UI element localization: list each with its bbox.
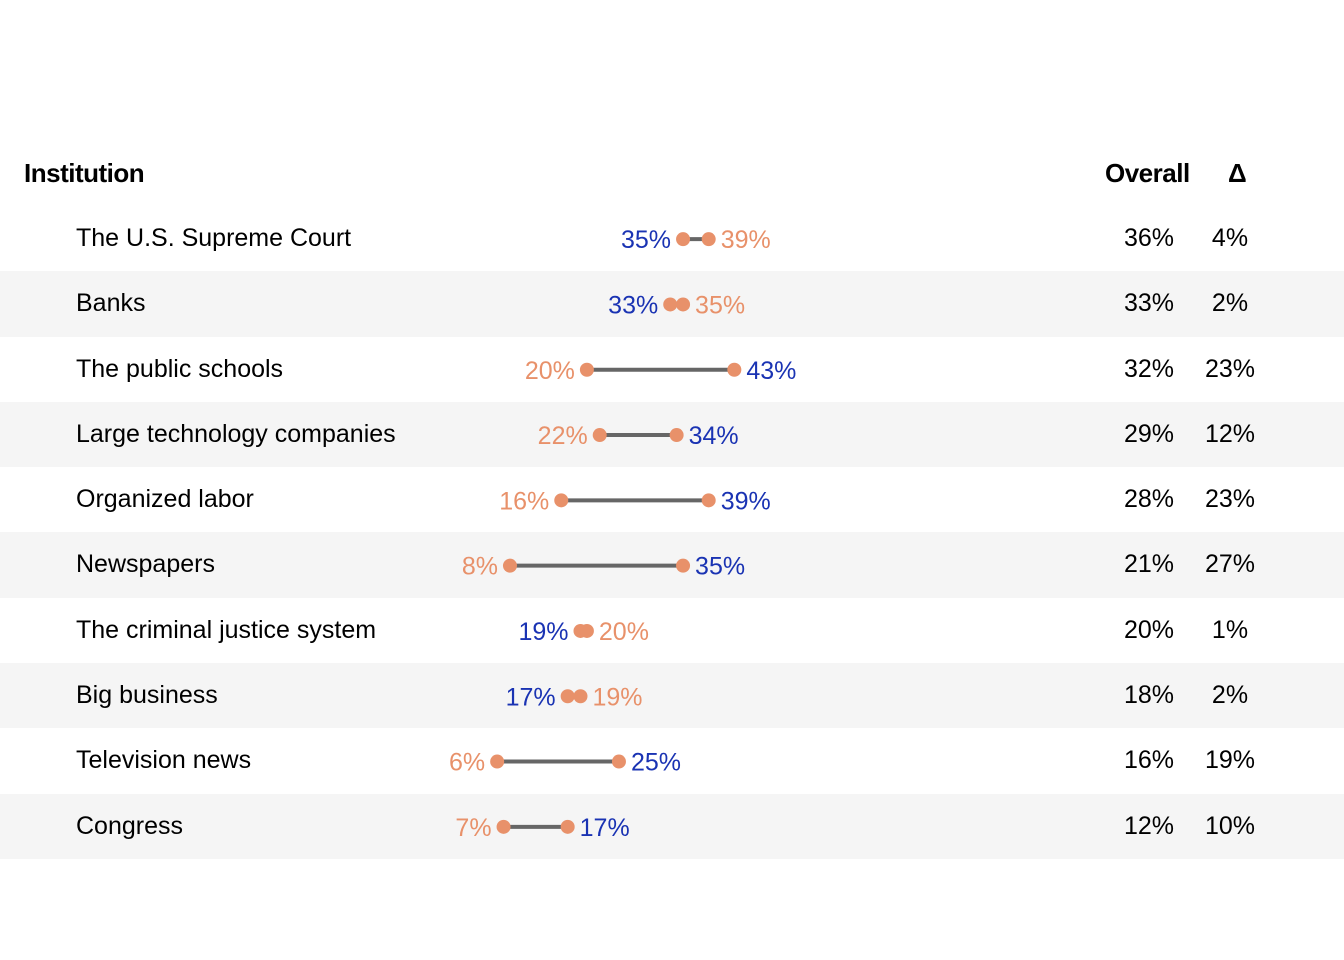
dumbbell-row: 8% 35% — [462, 553, 745, 581]
institution-name: The public schools — [76, 354, 284, 383]
value-label-left: 35% — [621, 226, 671, 254]
header-institution: Institution — [24, 158, 145, 188]
dot-blue — [727, 362, 742, 377]
dumbbell-row: 7% 17% — [455, 814, 629, 842]
value-label-left: 19% — [518, 618, 568, 646]
overall-value: 20% — [1123, 615, 1175, 644]
dumbbell-row: 22% 34% — [538, 422, 739, 450]
value-label-right: 39% — [721, 226, 771, 254]
header-overall: Overall — [1105, 158, 1190, 188]
dot-orange — [676, 297, 691, 312]
value-label-left: 7% — [455, 814, 491, 842]
dot-blue — [611, 754, 626, 769]
delta-value: 23% — [1204, 485, 1256, 514]
value-label-right: 17% — [580, 814, 630, 842]
delta-value: 19% — [1204, 746, 1256, 775]
delta-value: 12% — [1204, 419, 1256, 448]
delta-value: 2% — [1211, 681, 1249, 710]
value-label-left: 33% — [608, 291, 658, 319]
delta-value: 27% — [1204, 550, 1256, 579]
value-label-right: 39% — [721, 487, 771, 515]
value-label-right: 34% — [689, 422, 739, 450]
value-label-left: 20% — [525, 357, 575, 385]
table-row: Congress 12% 10% — [0, 793, 1344, 859]
institution-name: Congress — [76, 811, 183, 840]
delta-value: 2% — [1211, 289, 1249, 318]
value-label-left: 8% — [462, 553, 498, 581]
dot-orange — [554, 493, 569, 508]
institution-name: Newspapers — [76, 550, 215, 579]
overall-value: 28% — [1123, 485, 1175, 514]
institution-name: Banks — [76, 289, 146, 318]
institution-name: Big business — [76, 681, 218, 710]
dumbbell-row: 33% 35% — [608, 291, 745, 319]
table-row: Television news 16% 19% — [0, 728, 1344, 793]
dumbbell-plot: 35% 39% 33% 35% 20% 43% 22% 34% 16% 39% 8% 35% 19% 20… — [449, 226, 797, 842]
value-label-right: 35% — [695, 553, 745, 581]
overall-value: 29% — [1123, 419, 1175, 448]
dumbbell-row: 20% 43% — [525, 357, 797, 385]
dot-orange — [701, 232, 716, 247]
value-label-left: 17% — [506, 683, 556, 711]
value-label-left: 6% — [449, 749, 485, 777]
dot-orange — [579, 362, 594, 377]
dumbbell-row: 16% 39% — [499, 487, 771, 515]
dot-blue — [676, 232, 691, 247]
dot-blue — [663, 297, 678, 312]
delta-value: 10% — [1204, 811, 1256, 840]
institution-name: Large technology companies — [76, 419, 396, 448]
value-label-right: 43% — [746, 357, 796, 385]
dot-orange — [496, 819, 511, 834]
overall-value: 33% — [1123, 289, 1175, 318]
header-delta: Δ — [1228, 158, 1247, 188]
value-label-left: 22% — [538, 422, 588, 450]
table-row: The criminal justice system 20% 1% — [0, 598, 1344, 663]
dumbbell-row: 17% 19% — [506, 683, 643, 711]
institution-name: Television news — [76, 746, 252, 775]
table-row: The public schools 32% 23% — [0, 337, 1344, 402]
institution-name: The U.S. Supreme Court — [76, 224, 352, 252]
overall-value: 12% — [1123, 811, 1175, 840]
institution-name: Organized labor — [76, 485, 254, 514]
delta-value: 1% — [1211, 615, 1249, 644]
dot-blue — [560, 819, 575, 834]
table-body: The U.S. Supreme Court 36% 4% Banks 33% … — [0, 206, 1344, 859]
dot-orange — [573, 689, 588, 704]
dot-orange — [502, 558, 517, 573]
value-label-right: 25% — [631, 749, 681, 777]
dot-orange — [490, 754, 505, 769]
overall-value: 32% — [1123, 354, 1175, 383]
value-label-right: 35% — [695, 291, 745, 319]
value-label-right: 19% — [592, 683, 642, 711]
value-label-right: 20% — [599, 618, 649, 646]
table-row: The U.S. Supreme Court 36% 4% — [0, 206, 1344, 271]
overall-value: 36% — [1123, 224, 1175, 252]
table-row: Banks 33% 2% — [0, 271, 1344, 337]
delta-value: 4% — [1211, 224, 1249, 252]
dumbbell-row: 19% 20% — [518, 618, 649, 646]
value-label-left: 16% — [499, 487, 549, 515]
dot-blue — [701, 493, 716, 508]
dumbbell-row: 35% 39% — [621, 226, 771, 254]
overall-value: 18% — [1123, 681, 1175, 710]
dumbbell-row: 6% 25% — [449, 749, 681, 777]
table-row: Organized labor 28% 23% — [0, 467, 1344, 532]
dot-orange — [592, 428, 607, 443]
overall-value: 16% — [1123, 746, 1175, 775]
overall-value: 21% — [1123, 550, 1175, 579]
institution-name: The criminal justice system — [76, 615, 377, 644]
dot-blue — [560, 689, 575, 704]
dot-blue — [669, 428, 684, 443]
table-row: Big business 18% 2% — [0, 663, 1344, 729]
dot-blue — [676, 558, 691, 573]
delta-value: 23% — [1204, 354, 1256, 383]
dot-orange — [579, 623, 594, 638]
